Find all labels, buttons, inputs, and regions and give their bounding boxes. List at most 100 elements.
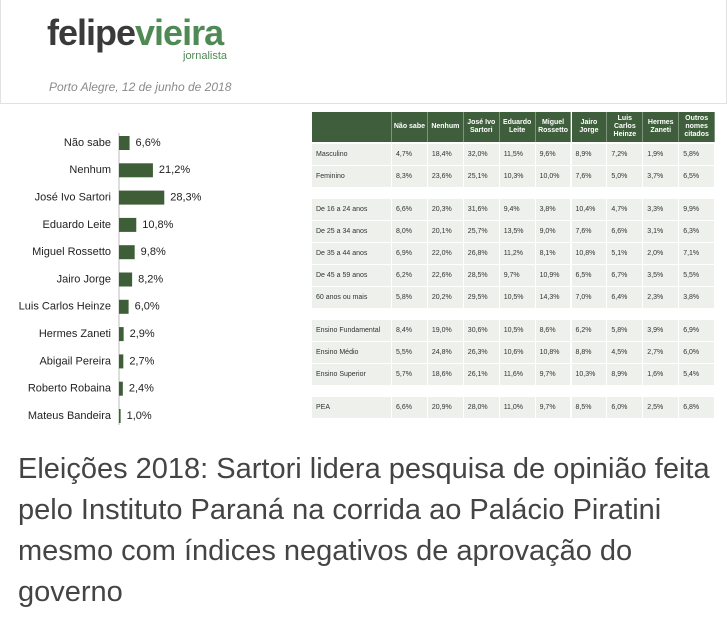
cell: 8,0% xyxy=(392,221,428,243)
cell: 10,3% xyxy=(571,364,608,386)
cell: 1,6% xyxy=(643,364,680,386)
cell: 23,6% xyxy=(427,166,464,188)
cell: 9,7% xyxy=(535,397,572,419)
cell: 3,7% xyxy=(643,166,680,188)
header-cell: Outros nomes citados xyxy=(679,112,716,142)
bar-chart: Não sabe 6,6% Nenhum 21,2% José Ivo Sartori 2… xyxy=(19,133,202,425)
logo-subtitle: jornalista xyxy=(183,50,228,62)
cell: 2,0% xyxy=(643,243,680,265)
cell: 10,3% xyxy=(499,166,536,188)
category-label: Nenhum xyxy=(69,164,111,176)
logo-part: felipe xyxy=(47,12,136,53)
bar xyxy=(119,190,165,205)
results-table: Não sabe Nenhum José Ivo Sartori Eduardo Le… xyxy=(312,112,716,425)
category-label: Hermes Zaneti xyxy=(39,328,111,340)
row-label: Ensino Médio xyxy=(312,342,392,364)
cell: 22,6% xyxy=(427,265,464,287)
category-label: José Ivo Sartori xyxy=(35,192,111,204)
cell: 2,7% xyxy=(643,342,680,364)
date: Porto Alegre, 12 de junho de 2018 xyxy=(49,80,232,94)
cell: 4,5% xyxy=(607,342,644,364)
header-cell: Luis Carlos Heinze xyxy=(607,112,644,142)
cell: 18,4% xyxy=(427,144,464,166)
category-label: Mateus Bandeira xyxy=(28,410,112,422)
header-cell: José Ivo Sartori xyxy=(463,112,500,142)
bar xyxy=(119,299,129,314)
cell: 3,8% xyxy=(679,287,716,309)
cell: 4,7% xyxy=(607,199,644,221)
header-cell xyxy=(312,112,392,142)
value-label: 2,4% xyxy=(129,383,154,395)
headline[interactable]: Eleições 2018: Sartori lidera pesquisa d… xyxy=(18,453,710,608)
cell: 8,8% xyxy=(571,342,608,364)
cell: 6,8% xyxy=(679,397,716,419)
row-label: Masculino xyxy=(312,144,392,166)
cell: 9,0% xyxy=(535,221,572,243)
cell: 2,5% xyxy=(643,397,680,419)
bar xyxy=(119,327,124,342)
category-label: Miguel Rossetto xyxy=(32,246,111,258)
cell: 8,9% xyxy=(607,364,644,386)
cell: 25,7% xyxy=(463,221,500,243)
cell: 10,8% xyxy=(535,342,572,364)
cell: 6,2% xyxy=(392,265,428,287)
row-label: De 25 a 34 anos xyxy=(312,221,392,243)
bar xyxy=(119,272,133,287)
cell: 28,0% xyxy=(463,397,500,419)
cell: 6,6% xyxy=(392,199,428,221)
row-label: De 16 a 24 anos xyxy=(312,199,392,221)
logo-part: vieira xyxy=(135,12,224,53)
cell: 4,7% xyxy=(392,144,428,166)
bar xyxy=(119,245,135,260)
cell: 19,0% xyxy=(427,320,464,342)
cell: 14,3% xyxy=(535,287,572,309)
cell: 30,6% xyxy=(463,320,500,342)
row-label: 60 anos ou mais xyxy=(312,287,392,309)
cell: 6,5% xyxy=(679,166,716,188)
value-label: 6,0% xyxy=(135,301,160,313)
cell: 7,6% xyxy=(571,221,608,243)
value-label: 8,2% xyxy=(138,273,163,285)
cell: 5,8% xyxy=(392,287,428,309)
cell: 10,5% xyxy=(499,287,536,309)
cell: 8,1% xyxy=(535,243,572,265)
header: felipevieira jornalista Porto Alegre, 12… xyxy=(0,0,727,104)
cell: 11,6% xyxy=(499,364,536,386)
cell: 6,5% xyxy=(571,265,608,287)
cell: 7,6% xyxy=(571,166,608,188)
cell: 6,3% xyxy=(679,221,716,243)
cell: 10,4% xyxy=(571,199,608,221)
cell: 26,3% xyxy=(463,342,500,364)
cell: 28,5% xyxy=(463,265,500,287)
cell: 20,2% xyxy=(427,287,464,309)
cell: 7,1% xyxy=(679,243,716,265)
cell: 6,6% xyxy=(607,221,644,243)
row-label: Ensino Fundamental xyxy=(312,320,392,342)
cell: 6,7% xyxy=(607,265,644,287)
value-label: 6,6% xyxy=(136,137,161,149)
bar xyxy=(119,354,124,369)
cell: 3,1% xyxy=(643,221,680,243)
bar xyxy=(119,136,130,150)
cell: 5,8% xyxy=(679,144,716,166)
cell: 6,9% xyxy=(392,243,428,265)
cell: 26,1% xyxy=(463,364,500,386)
header-cell: Hermes Zaneti xyxy=(643,112,680,142)
header-cell: Miguel Rossetto xyxy=(535,112,572,142)
cell: 22,0% xyxy=(427,243,464,265)
bar xyxy=(119,409,121,423)
cell: 29,5% xyxy=(463,287,500,309)
value-label: 2,9% xyxy=(130,328,155,340)
row-label: De 45 a 59 anos xyxy=(312,265,392,287)
cell: 10,6% xyxy=(499,342,536,364)
row-label: PEA xyxy=(312,397,392,419)
logo[interactable]: felipevieira xyxy=(47,12,224,54)
cell: 10,5% xyxy=(499,320,536,342)
category-label: Abigail Pereira xyxy=(39,355,111,367)
cell: 2,3% xyxy=(643,287,680,309)
header-cell: Eduardo Leite xyxy=(499,112,536,142)
cell: 3,8% xyxy=(535,199,572,221)
cell: 18,6% xyxy=(427,364,464,386)
